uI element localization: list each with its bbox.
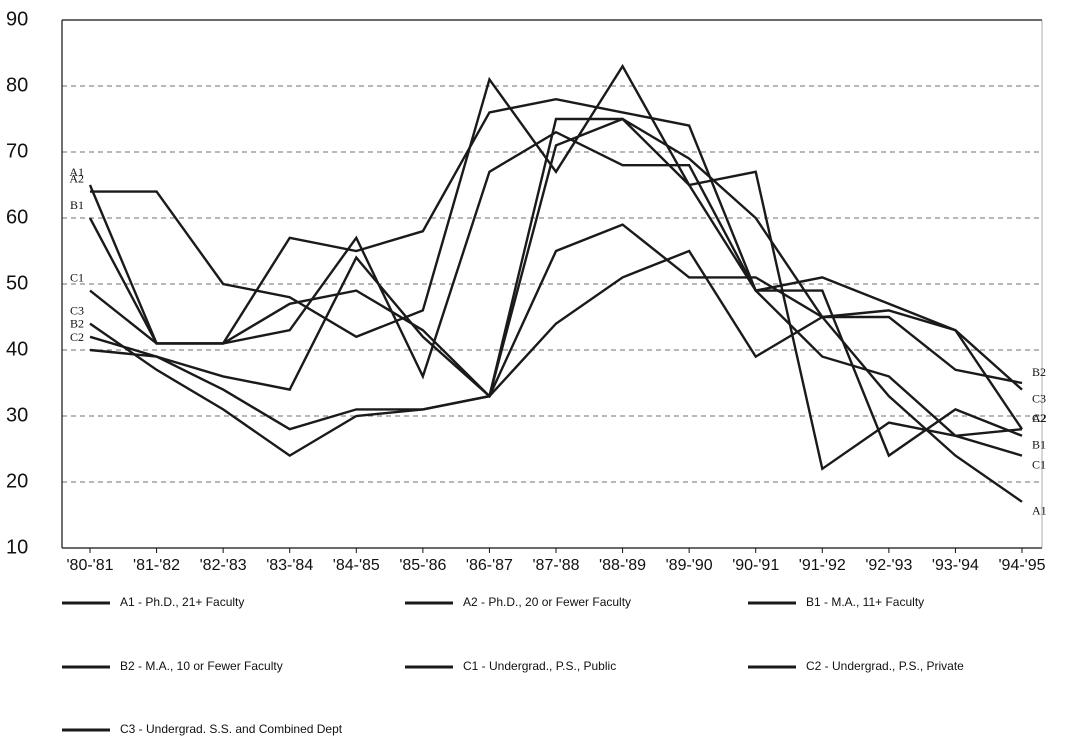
x-tick-label: '88-'89 (599, 557, 646, 574)
x-tick-label: '87-'88 (532, 557, 579, 574)
series-line (89, 117, 1023, 458)
series-start-label: C1 (70, 270, 84, 284)
series-end-label: B1 (1032, 438, 1046, 452)
y-tick-label: 90 (6, 8, 28, 30)
x-tick-label: '94-'95 (998, 557, 1045, 574)
series-start-label: C3 (70, 303, 84, 317)
x-tick-label: '83-'84 (266, 557, 313, 574)
legend-label: A1 - Ph.D., 21+ Faculty (120, 595, 244, 609)
series-start-label: A2 (69, 171, 84, 185)
y-tick-label: 30 (6, 404, 28, 426)
x-tick-label: '89-'90 (666, 557, 713, 574)
x-tick-label: '92-'93 (865, 557, 912, 574)
series-end-label: B2 (1032, 365, 1046, 379)
y-tick-label: 20 (6, 470, 28, 492)
x-tick-label: '90-'91 (732, 557, 779, 574)
legend-label: C1 - Undergrad., P.S., Public (463, 659, 616, 673)
x-tick-label: '82-'83 (200, 557, 247, 574)
y-tick-label: 50 (6, 272, 28, 294)
y-tick-label: 70 (6, 140, 28, 162)
x-tick-label: '80-'81 (66, 557, 113, 574)
series-start-label: C2 (70, 330, 84, 344)
series-start-label: B2 (70, 317, 84, 331)
series-end-label: A1 (1032, 504, 1047, 518)
y-tick-label: 40 (6, 338, 28, 360)
x-tick-label: '85-'86 (399, 557, 446, 574)
x-tick-label: '84-'85 (333, 557, 380, 574)
legend-label: C2 - Undergrad., P.S., Private (806, 659, 964, 673)
x-tick-label: '93-'94 (932, 557, 979, 574)
series-line (89, 97, 1023, 457)
legend-label: C3 - Undergrad. S.S. and Combined Dept (120, 722, 343, 736)
series-start-label: B1 (70, 198, 84, 212)
x-tick-label: '91-'92 (799, 557, 846, 574)
series-line (90, 63, 1023, 471)
series-line (89, 223, 1023, 399)
legend-label: B2 - M.A., 10 or Fewer Faculty (120, 659, 283, 673)
series-start-label: A1 (69, 165, 84, 179)
y-tick-label: 10 (6, 536, 28, 558)
series-end-label: C1 (1032, 457, 1046, 471)
series-line (88, 130, 1023, 458)
series-end-label: C2 (1032, 411, 1046, 425)
series-line (88, 184, 1023, 503)
y-tick-label: 80 (6, 74, 28, 96)
y-tick-label: 60 (6, 206, 28, 228)
series-line (89, 117, 1023, 431)
series-end-label: C3 (1032, 391, 1046, 405)
legend-label: A2 - Ph.D., 20 or Fewer Faculty (463, 595, 631, 609)
series-end-label: A2 (1032, 411, 1047, 425)
legend-label: B1 - M.A., 11+ Faculty (806, 595, 924, 609)
x-tick-label: '86-'87 (466, 557, 513, 574)
x-tick-label: '81-'82 (133, 557, 180, 574)
